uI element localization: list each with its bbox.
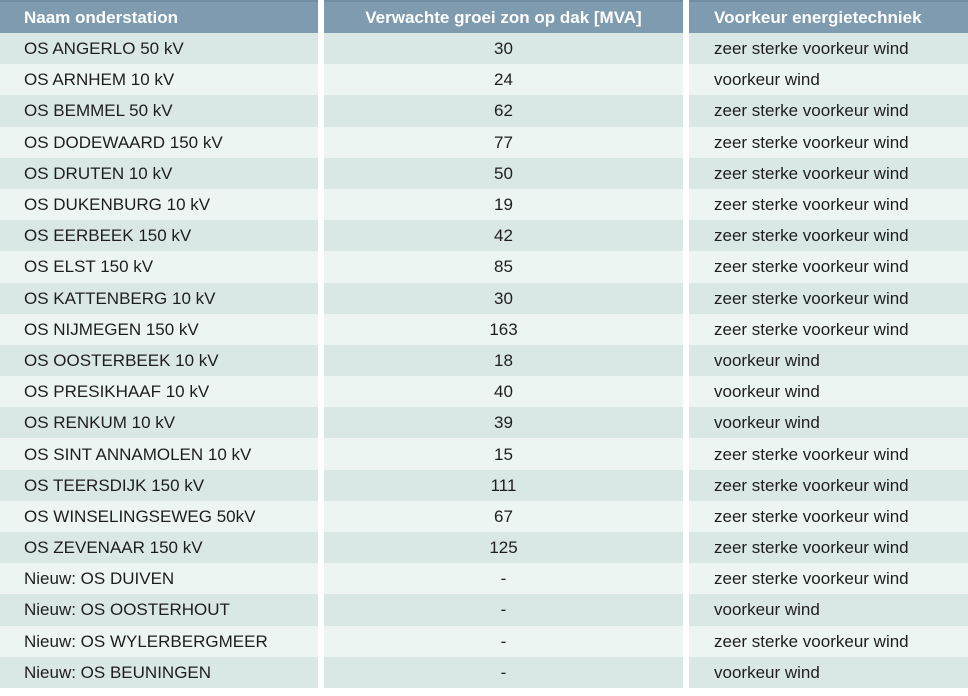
- table-row: OS WINSELINGSEWEG 50kV 67 zeer sterke voor…: [0, 500, 968, 532]
- solar-growth-value-cell: 111: [324, 469, 683, 501]
- solar-growth-value-cell: 30: [324, 33, 683, 65]
- substation-name-cell: OS ELST 150 kV: [0, 251, 318, 283]
- table-row: OS BEMMEL 50 kV 62 zeer sterke voorkeur wi…: [0, 95, 968, 127]
- solar-growth-value-cell: -: [324, 594, 683, 626]
- solar-growth-value-cell: -: [324, 656, 683, 688]
- energy-preference-cell: zeer sterke voorkeur wind: [689, 282, 968, 314]
- table-row: OS EERBEEK 150 kV 42 zeer sterke voorkeur …: [0, 220, 968, 252]
- table-row: OS ZEVENAAR 150 kV 125 zeer sterke voorkeu…: [0, 532, 968, 564]
- solar-growth-value-cell: 125: [324, 532, 683, 564]
- solar-growth-value-cell: -: [324, 625, 683, 657]
- table-body: OS ANGERLO 50 kV 30 zeer sterke voorkeur w…: [0, 33, 968, 688]
- energy-preference-cell: voorkeur wind: [689, 407, 968, 439]
- substation-name-cell: OS DODEWAARD 150 kV: [0, 126, 318, 158]
- energy-preference-cell: zeer sterke voorkeur wind: [689, 188, 968, 221]
- table-row: OS DODEWAARD 150 kV 77 zeer sterke voorkeu…: [0, 126, 968, 158]
- energy-preference-cell: zeer sterke voorkeur wind: [689, 251, 968, 283]
- table-row: OS PRESIKHAAF 10 kV 40 voorkeur wind: [0, 376, 968, 408]
- energy-preference-cell: voorkeur wind: [689, 376, 968, 408]
- substation-name-cell: OS PRESIKHAAF 10 kV: [0, 376, 318, 408]
- energy-preference-cell: zeer sterke voorkeur wind: [689, 563, 968, 595]
- energy-preference-cell: voorkeur wind: [689, 594, 968, 626]
- solar-growth-value-cell: 24: [324, 64, 683, 96]
- substation-name-cell: OS KATTENBERG 10 kV: [0, 282, 318, 314]
- column-header-voorkeur-energietechniek: Voorkeur energietechniek: [689, 0, 968, 33]
- substation-name-cell: Nieuw: OS BEUNINGEN: [0, 656, 318, 688]
- substation-name-cell: OS ARNHEM 10 kV: [0, 64, 318, 96]
- table-row: OS ARNHEM 10 kV 24 voorkeur wind: [0, 64, 968, 96]
- solar-growth-value-cell: 77: [324, 126, 683, 158]
- solar-growth-value-cell: 85: [324, 251, 683, 283]
- energy-preference-cell: voorkeur wind: [689, 64, 968, 96]
- table-row: Nieuw: OS BEUNINGEN - voorkeur wind: [0, 656, 968, 688]
- solar-growth-value-cell: 40: [324, 376, 683, 408]
- table-row: OS KATTENBERG 10 kV 30 zeer sterke voorkeu…: [0, 282, 968, 314]
- energy-preference-cell: zeer sterke voorkeur wind: [689, 33, 968, 65]
- column-header-naam-onderstation: Naam onderstation: [0, 0, 318, 33]
- energy-preference-cell: zeer sterke voorkeur wind: [689, 220, 968, 252]
- table-row: OS NIJMEGEN 150 kV 163 zeer sterke voorkeu…: [0, 313, 968, 345]
- energy-preference-cell: zeer sterke voorkeur wind: [689, 313, 968, 345]
- substation-name-cell: Nieuw: OS DUIVEN: [0, 563, 318, 595]
- energy-preference-cell: zeer sterke voorkeur wind: [689, 469, 968, 501]
- solar-growth-value-cell: 18: [324, 344, 683, 377]
- energy-preference-cell: zeer sterke voorkeur wind: [689, 532, 968, 564]
- table-row: OS ANGERLO 50 kV 30 zeer sterke voorkeur w…: [0, 33, 968, 65]
- substation-name-cell: OS DUKENBURG 10 kV: [0, 188, 318, 221]
- substation-name-cell: OS TEERSDIJK 150 kV: [0, 469, 318, 501]
- table-row: Nieuw: OS OOSTERHOUT - voorkeur wind: [0, 594, 968, 626]
- solar-growth-value-cell: -: [324, 563, 683, 595]
- substation-name-cell: OS BEMMEL 50 kV: [0, 95, 318, 127]
- energy-preference-cell: voorkeur wind: [689, 344, 968, 377]
- substation-name-cell: OS DRUTEN 10 kV: [0, 157, 318, 189]
- energy-preference-cell: zeer sterke voorkeur wind: [689, 438, 968, 470]
- substation-name-cell: Nieuw: OS OOSTERHOUT: [0, 594, 318, 626]
- substation-name-cell: OS RENKUM 10 kV: [0, 407, 318, 439]
- energy-preference-cell: zeer sterke voorkeur wind: [689, 157, 968, 189]
- solar-growth-value-cell: 67: [324, 500, 683, 532]
- table-row: OS SINT ANNAMOLEN 10 kV 15 zeer sterke voo…: [0, 438, 968, 470]
- solar-growth-value-cell: 42: [324, 220, 683, 252]
- substation-name-cell: Nieuw: OS WYLERBERGMEER: [0, 625, 318, 657]
- solar-growth-value-cell: 19: [324, 188, 683, 221]
- table-row: OS ELST 150 kV 85 zeer sterke voorkeur win…: [0, 251, 968, 283]
- solar-growth-value-cell: 62: [324, 95, 683, 127]
- table-row: OS OOSTERBEEK 10 kV 18 voorkeur wind: [0, 344, 968, 377]
- substation-name-cell: OS OOSTERBEEK 10 kV: [0, 344, 318, 377]
- solar-growth-value-cell: 30: [324, 282, 683, 314]
- substation-name-cell: OS EERBEEK 150 kV: [0, 220, 318, 252]
- solar-growth-value-cell: 15: [324, 438, 683, 470]
- energy-preference-cell: voorkeur wind: [689, 656, 968, 688]
- substation-name-cell: OS SINT ANNAMOLEN 10 kV: [0, 438, 318, 470]
- table-row: Nieuw: OS DUIVEN - zeer sterke voorkeur wi…: [0, 563, 968, 595]
- substation-name-cell: OS ANGERLO 50 kV: [0, 33, 318, 65]
- table-row: OS RENKUM 10 kV 39 voorkeur wind: [0, 407, 968, 439]
- table-row: OS TEERSDIJK 150 kV 111 zeer sterke voorke…: [0, 469, 968, 501]
- table-row: Nieuw: OS WYLERBERGMEER - zeer sterke voor…: [0, 625, 968, 657]
- solar-growth-value-cell: 50: [324, 157, 683, 189]
- solar-growth-value-cell: 163: [324, 313, 683, 345]
- energy-preference-cell: zeer sterke voorkeur wind: [689, 625, 968, 657]
- substation-name-cell: OS NIJMEGEN 150 kV: [0, 313, 318, 345]
- energy-preference-cell: zeer sterke voorkeur wind: [689, 95, 968, 127]
- table-row: OS DRUTEN 10 kV 50 zeer sterke voorkeur wi…: [0, 157, 968, 189]
- energy-preference-cell: zeer sterke voorkeur wind: [689, 500, 968, 532]
- column-header-verwachte-groei-zon-op-dak: Verwachte groei zon op dak [MVA]: [324, 0, 683, 33]
- solar-growth-value-cell: 39: [324, 407, 683, 439]
- table-row: OS DUKENBURG 10 kV 19 zeer sterke voorkeur…: [0, 188, 968, 221]
- table-header-row: Naam onderstation Verwachte groei zon op…: [0, 0, 968, 33]
- substation-name-cell: OS WINSELINGSEWEG 50kV: [0, 500, 318, 532]
- energy-preference-cell: zeer sterke voorkeur wind: [689, 126, 968, 158]
- substation-name-cell: OS ZEVENAAR 150 kV: [0, 532, 318, 564]
